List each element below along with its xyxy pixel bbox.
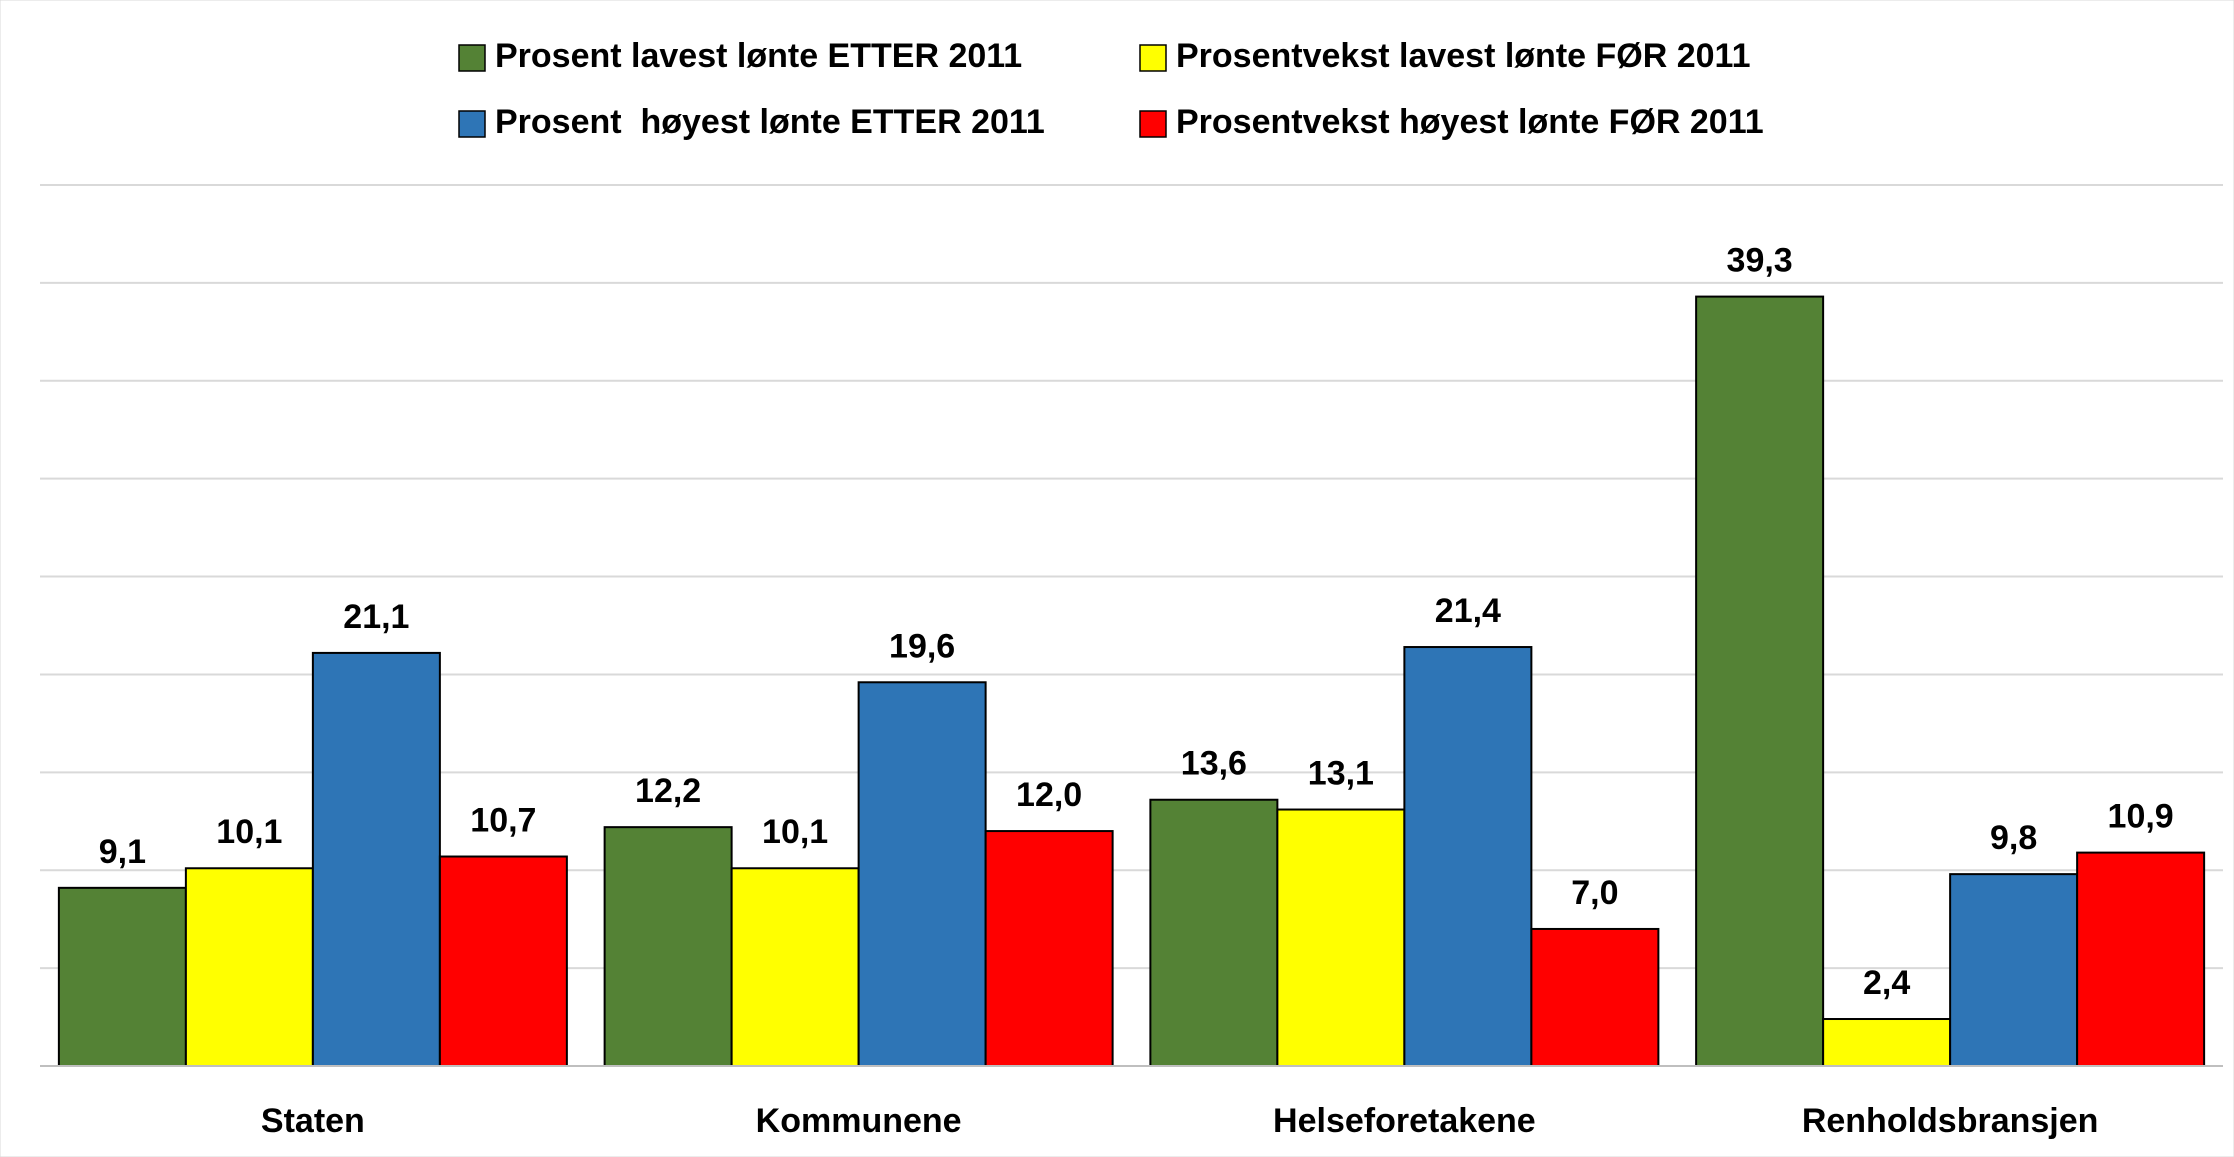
data-label: 10,7 bbox=[470, 802, 536, 840]
data-label: 2,4 bbox=[1863, 964, 1910, 1002]
legend-label: Prosent høyest lønte ETTER 2011 bbox=[495, 103, 1045, 141]
legend-swatch bbox=[458, 44, 486, 72]
x-tick-label: Helseforetakene bbox=[1273, 1102, 1536, 1140]
data-label: 21,4 bbox=[1435, 592, 1501, 630]
legend-label: Prosentvekst høyest lønte FØR 2011 bbox=[1176, 103, 1764, 141]
bar bbox=[1949, 873, 2079, 1067]
data-label: 21,1 bbox=[343, 598, 409, 636]
bar bbox=[1695, 295, 1825, 1067]
data-label: 10,1 bbox=[762, 813, 828, 851]
bar bbox=[1276, 808, 1406, 1068]
x-tick-label: Renholdsbransjen bbox=[1802, 1102, 2099, 1140]
data-label: 10,1 bbox=[216, 813, 282, 851]
bar bbox=[984, 830, 1114, 1067]
bar bbox=[57, 886, 187, 1067]
bar bbox=[1530, 927, 1660, 1068]
legend-swatch bbox=[1139, 110, 1167, 138]
data-label: 9,8 bbox=[1990, 819, 2037, 857]
x-tick-label: Staten bbox=[261, 1102, 365, 1140]
legend-label: Prosentvekst lavest lønte FØR 2011 bbox=[1176, 37, 1750, 75]
bar bbox=[1149, 798, 1279, 1068]
data-label: 9,1 bbox=[99, 833, 146, 871]
bar bbox=[730, 867, 860, 1068]
data-label: 19,6 bbox=[889, 627, 955, 665]
bar bbox=[184, 867, 314, 1068]
data-label: 7,0 bbox=[1571, 874, 1618, 912]
data-label: 39,3 bbox=[1727, 242, 1793, 280]
bar bbox=[438, 855, 568, 1067]
x-tick-label: Kommunene bbox=[756, 1102, 962, 1140]
bar bbox=[1403, 646, 1533, 1068]
bar bbox=[2076, 851, 2206, 1068]
bar bbox=[311, 651, 441, 1067]
bar bbox=[1822, 1018, 1952, 1067]
legend-swatch bbox=[1139, 44, 1167, 72]
bar bbox=[603, 826, 733, 1068]
legend-label: Prosent lavest lønte ETTER 2011 bbox=[495, 37, 1022, 75]
legend-swatch bbox=[458, 110, 486, 138]
data-label: 13,1 bbox=[1308, 755, 1374, 793]
data-label: 12,0 bbox=[1016, 776, 1082, 814]
data-label: 13,6 bbox=[1181, 745, 1247, 783]
data-label: 10,9 bbox=[2108, 798, 2174, 836]
data-label: 12,2 bbox=[635, 772, 701, 810]
bar bbox=[857, 681, 987, 1068]
